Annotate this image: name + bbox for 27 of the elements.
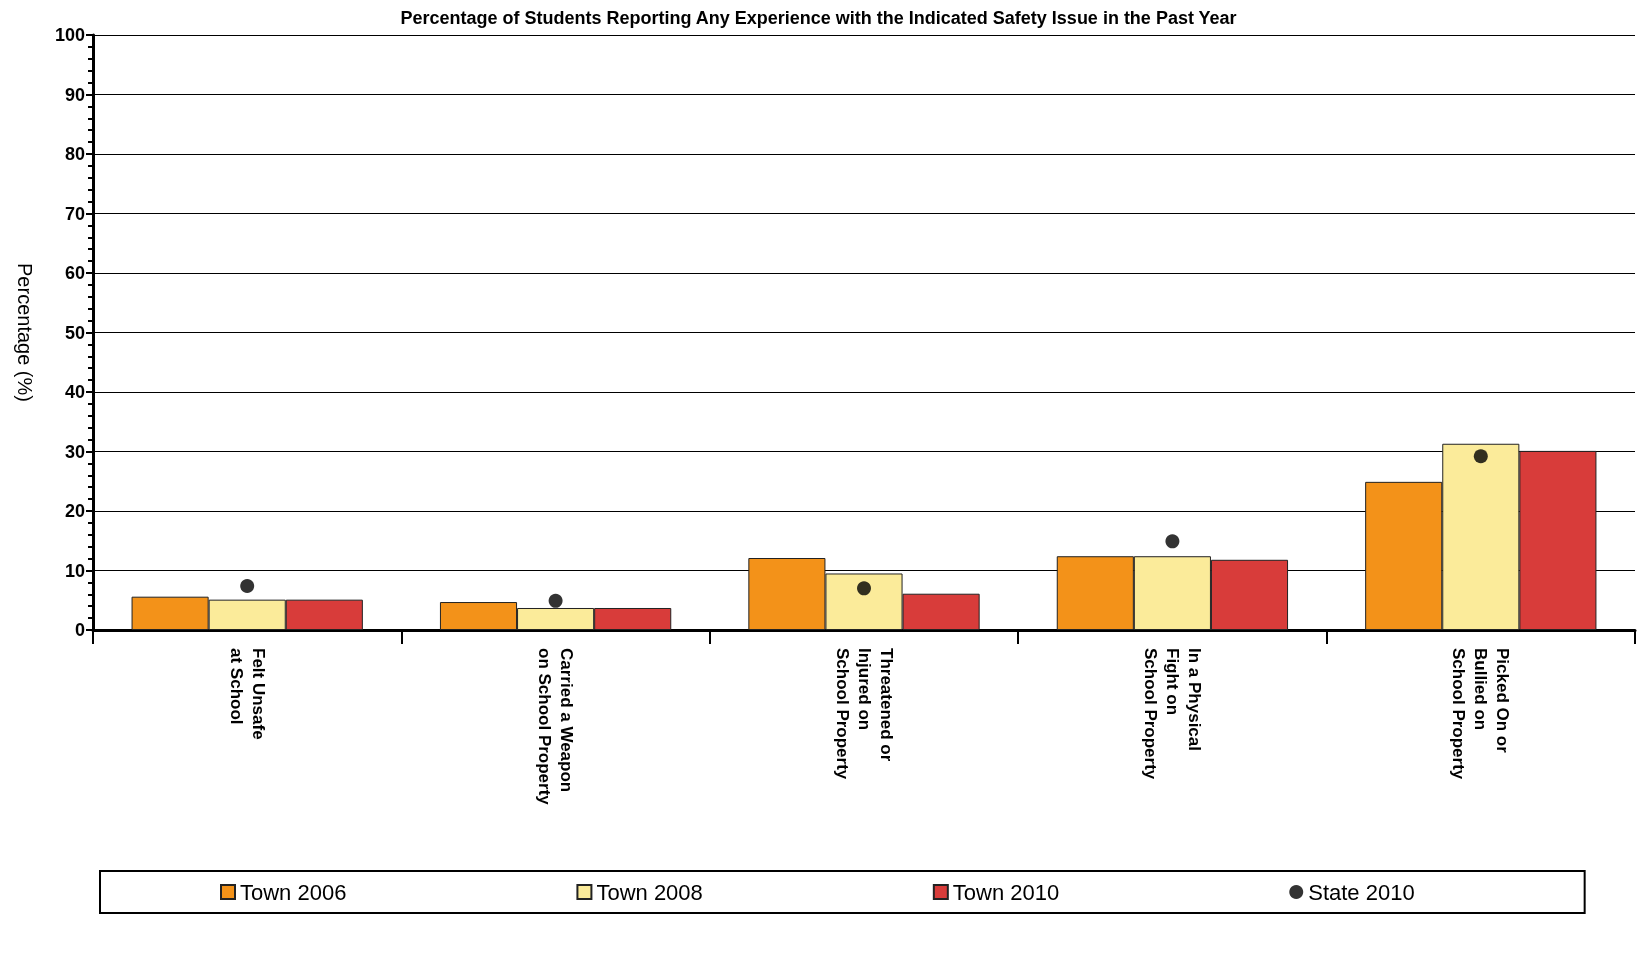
legend-label: Town 2006: [240, 879, 347, 905]
y-tick-label: 80: [64, 144, 85, 164]
y-tick-label: 30: [64, 441, 85, 462]
x-tick-label: Carried a Weapon on School Property: [535, 648, 577, 806]
legend-label: Town 2010: [952, 879, 1060, 905]
point: [1165, 534, 1180, 549]
y-tick-label: 50: [64, 322, 85, 343]
chart-title: Percentage of Students Reporting Any Experience with the Indicated Safety Issue in the Past Year: [400, 8, 1237, 28]
point: [857, 581, 871, 596]
legend-label: State 2010: [1308, 879, 1415, 905]
point: [240, 578, 255, 593]
y-tick-label: 40: [64, 382, 85, 402]
x-tick-label: In a Physical Fight on School Property: [1140, 648, 1204, 780]
y-tick-label: 20: [64, 501, 85, 521]
x-tick-label: Felt Unsafe at School: [226, 648, 268, 740]
point: [548, 593, 563, 608]
x-tick-label: Threatened or Injured on School Property: [832, 648, 896, 780]
y-tick-label: 0: [74, 620, 85, 640]
legend-label: Town 2008: [596, 879, 703, 905]
point: [1473, 449, 1488, 464]
y-tick-label: 100: [54, 25, 85, 45]
y-tick-label: 70: [64, 203, 85, 224]
y-tick-label: 90: [64, 84, 85, 105]
y-tick-label: 10: [64, 560, 85, 581]
x-tick-label: Picked On or Bullied on School Property: [1449, 648, 1513, 780]
y-tick-label: 60: [64, 263, 85, 283]
y-axis-title: Percentage (%): [14, 263, 36, 402]
